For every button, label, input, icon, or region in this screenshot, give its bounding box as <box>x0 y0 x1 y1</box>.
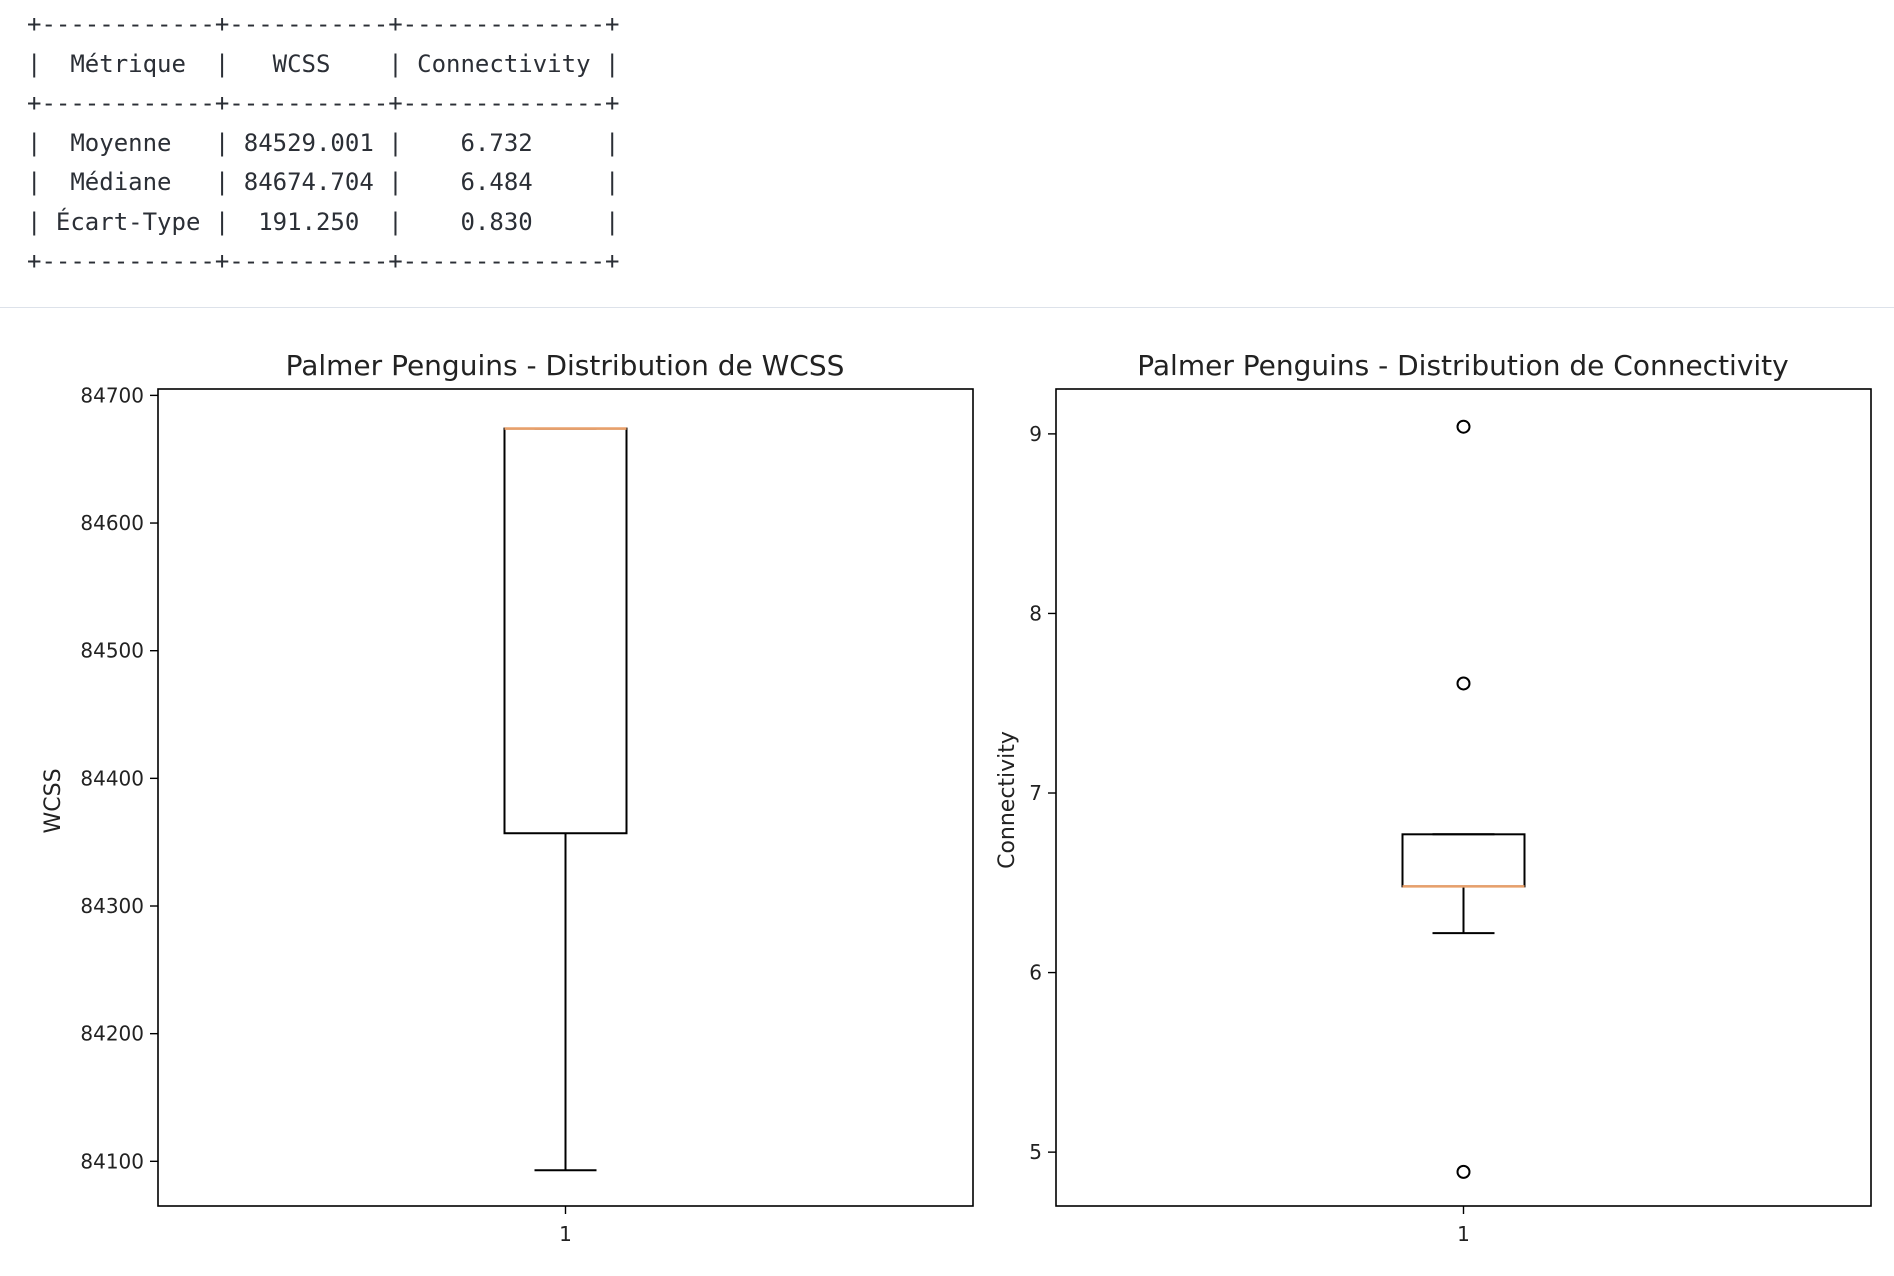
chart-title: Palmer Penguins - Distribution de WCSS <box>286 349 845 382</box>
stats-table-block: +------------+-----------+--------------… <box>0 0 1894 308</box>
connectivity-boxplot: Palmer Penguins - Distribution de Connec… <box>995 349 1872 1246</box>
y-tick-label: 84500 <box>80 639 144 663</box>
y-tick-label: 84700 <box>80 383 144 407</box>
y-tick-label: 5 <box>1029 1140 1042 1164</box>
chart-title: Palmer Penguins - Distribution de Connec… <box>1137 349 1788 382</box>
divider <box>0 307 1894 308</box>
stats-table: +------------+-----------+--------------… <box>27 10 620 275</box>
iqr-box <box>503 427 628 835</box>
y-tick-label: 8 <box>1029 601 1042 625</box>
outlier-point <box>1456 676 1471 691</box>
y-tick-label: 7 <box>1029 781 1042 805</box>
y-tick-label: 6 <box>1029 961 1042 985</box>
y-tick-label: 84300 <box>80 894 144 918</box>
y-tick-label: 84600 <box>80 511 144 535</box>
charts-area: Palmer Penguins - Distribution de WCSS W… <box>41 349 1872 1246</box>
y-tick-label: 84200 <box>80 1022 144 1046</box>
y-tick-label: 84100 <box>80 1149 144 1173</box>
plot-frame <box>1055 388 1872 1207</box>
y-tick-label: 9 <box>1029 422 1042 446</box>
y-axis-label: Connectivity <box>995 731 1020 869</box>
y-axis-label: WCSS <box>41 768 66 833</box>
iqr-box <box>1401 833 1526 888</box>
outlier-point <box>1456 1164 1471 1179</box>
x-tick-label: 1 <box>1457 1222 1470 1246</box>
outlier-point <box>1456 419 1471 434</box>
wcss-boxplot: Palmer Penguins - Distribution de WCSS W… <box>41 349 974 1246</box>
y-tick-label: 84400 <box>80 766 144 790</box>
x-tick-label: 1 <box>559 1222 572 1246</box>
